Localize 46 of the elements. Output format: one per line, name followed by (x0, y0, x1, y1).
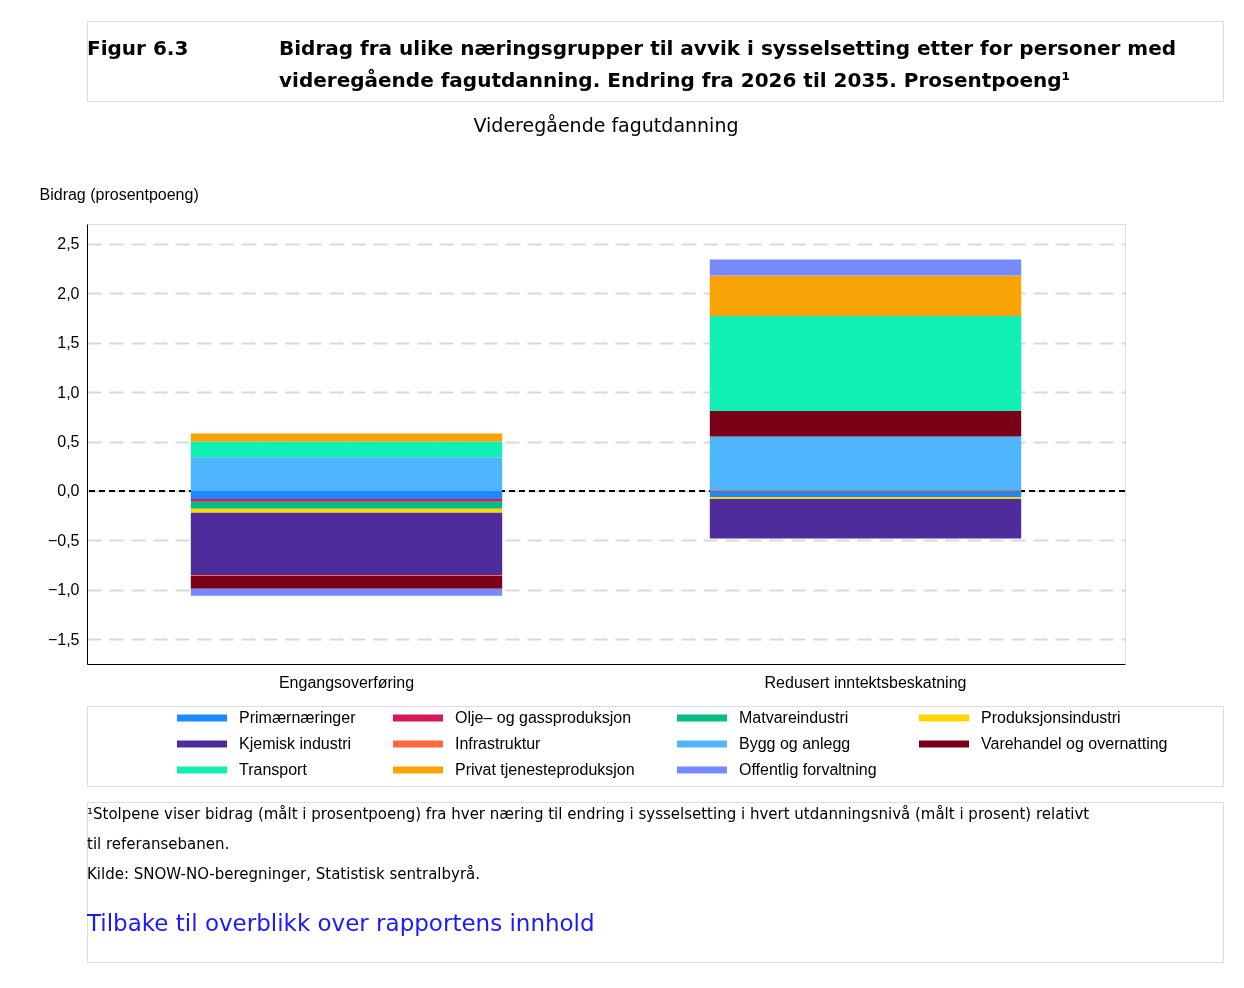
y-tick-label: −1,5 (47, 630, 80, 648)
text: Figur 6.3 (87, 36, 189, 60)
text: Tilbake til overblikk over rapportens innhold (86, 910, 595, 936)
legend-label: Varehandel og overnatting (981, 735, 1168, 752)
y-tick-label: 0,0 (57, 482, 80, 500)
chart-subtitle: Videregående fagutdanning (473, 114, 739, 136)
bar (709, 259, 1022, 276)
y-tick-label: −1,0 (47, 581, 80, 599)
bar (709, 436, 1022, 490)
x-tick-label: Engangsoverføring (278, 673, 415, 691)
legend-label: Kjemisk industri (239, 735, 352, 752)
legend-label: Matvareindustri (739, 709, 849, 726)
y-axis-title: Bidrag (prosentpoeng) (39, 185, 199, 203)
y-tick-label: 2,5 (57, 235, 80, 253)
text: ¹Stolpene viser bidrag (målt i prosentpoeng) fra hver næring til endring i sysselsetting i hvert utdanningsnivå (målt i prosent) relativt til referansebanen. (87, 805, 1090, 853)
legend-label: Offentlig forvaltning (739, 761, 877, 778)
legend-label: Bygg og anlegg (739, 735, 851, 752)
bar (190, 512, 503, 576)
chart-title: Bidrag fra ulike næringsgrupper til avvik i sysselsetting etter for personer med videregående fagutdanning. Endring fra 2026 til 2035. Prosentpoeng¹ (279, 36, 1177, 92)
legend-label: Infrastruktur (455, 735, 542, 752)
bar (190, 501, 503, 509)
bar (190, 433, 503, 442)
bar (709, 315, 1022, 411)
bar (190, 588, 503, 596)
bar (190, 576, 503, 589)
y-tick-label: 1,0 (57, 383, 80, 401)
legend-label: Produksjonsindustri (981, 709, 1121, 726)
legend-label: Transport (239, 761, 308, 778)
bar (190, 508, 503, 513)
bar (709, 410, 1022, 437)
bar (190, 457, 503, 491)
bar (709, 490, 1022, 497)
legend-label: Olje– og gassproduksjon (455, 709, 632, 726)
legend-label: Primærnæringer (239, 709, 357, 726)
text: Kilde: SNOW-NO-beregninger, Statistisk sentralbyrå. (87, 865, 481, 883)
bar (709, 275, 1022, 316)
x-tick-label: Redusert inntektsbeskatning (764, 673, 967, 691)
bar (190, 441, 503, 458)
bar (190, 498, 503, 502)
bar (709, 498, 1022, 539)
y-tick-label: −0,5 (47, 531, 80, 549)
y-tick-label: 0,5 (57, 433, 80, 451)
legend-label: Privat tjenesteproduksjon (455, 761, 635, 778)
y-tick-label: 2,0 (57, 284, 80, 302)
bar (190, 490, 503, 499)
y-tick-label: 1,5 (57, 334, 80, 352)
